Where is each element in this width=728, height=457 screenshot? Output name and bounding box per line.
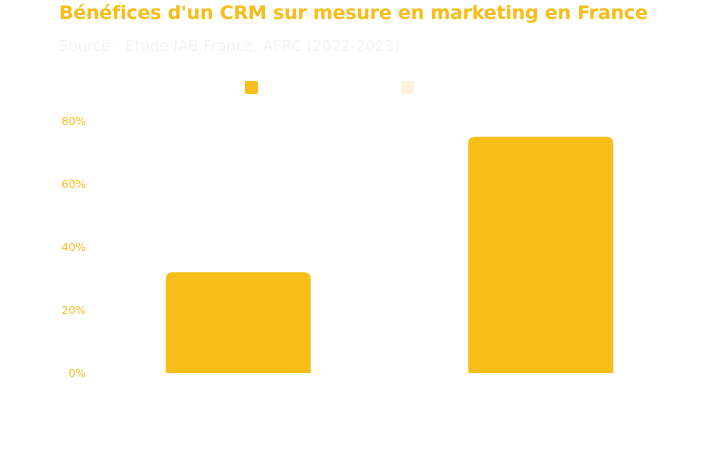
y-tick-label: 0% [69, 367, 86, 380]
y-tick-label: 20% [62, 304, 86, 317]
legend-swatch-series-2 [401, 81, 414, 94]
bar-series1-category1 [165, 272, 311, 373]
legend-swatch-series-1 [245, 81, 258, 94]
chart-legend [0, 81, 728, 95]
bar-series1-category2 [468, 136, 614, 373]
y-tick-label: 40% [62, 241, 86, 254]
chart-title: Bénéfices d'un CRM sur mesure en marketi… [59, 2, 648, 24]
y-tick-label: 60% [62, 178, 86, 191]
chart-subtitle: Source : Etude IAB France, AFRC (2022-20… [59, 37, 400, 55]
y-tick-label: 80% [62, 115, 86, 128]
